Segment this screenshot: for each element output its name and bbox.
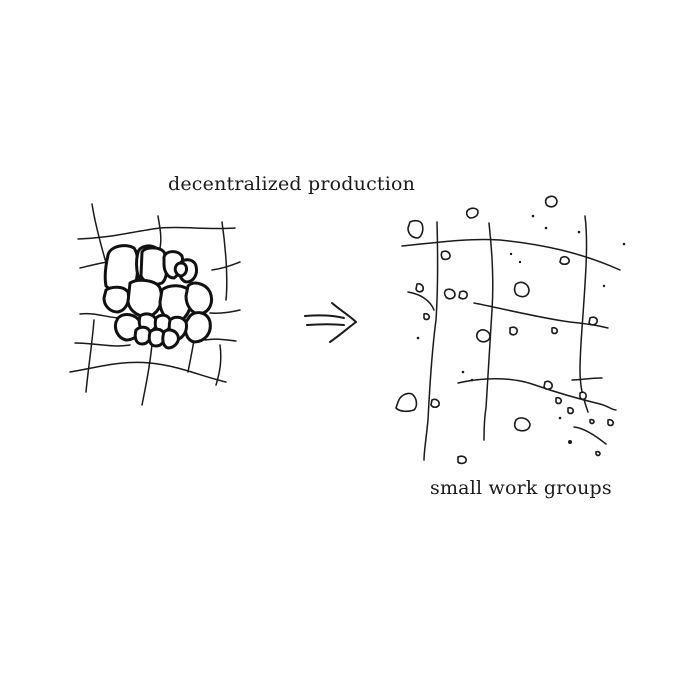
- work-group: [430, 398, 440, 409]
- work-group: [513, 417, 531, 432]
- work-group: [559, 255, 570, 266]
- left-grid-line: [187, 339, 195, 373]
- cluster-cell: [102, 285, 130, 314]
- work-group: [407, 219, 424, 239]
- work-group: [607, 418, 614, 427]
- right-grid-line: [457, 378, 617, 411]
- cluster-cell: [184, 281, 214, 316]
- cluster-cell: [161, 328, 180, 350]
- left-grid-line: [141, 343, 153, 406]
- work-group: [513, 281, 530, 298]
- right-grid-line: [573, 426, 607, 445]
- work-group-dot: [568, 440, 572, 444]
- small-work-groups-label: small work groups: [430, 477, 612, 499]
- work-group-dot: [509, 252, 513, 256]
- work-group: [509, 326, 518, 336]
- left-grid-line: [209, 309, 241, 314]
- work-group: [551, 326, 558, 335]
- left-grid-line: [204, 338, 237, 342]
- work-group: [465, 207, 479, 219]
- work-group-dot: [531, 214, 535, 218]
- work-group: [588, 316, 598, 326]
- work-group-dot: [470, 378, 474, 382]
- arrow-head: [329, 302, 357, 343]
- cluster-cell: [126, 278, 164, 318]
- work-group: [395, 392, 418, 413]
- arrow-shaft: [304, 314, 345, 319]
- left-grid-line: [211, 261, 241, 271]
- work-group-dot: [622, 242, 626, 246]
- work-group: [457, 455, 467, 465]
- arrow-shaft: [306, 323, 345, 326]
- work-group-dot: [416, 336, 420, 340]
- work-groups: [395, 195, 626, 465]
- left-network: [69, 203, 241, 406]
- work-group: [595, 450, 601, 457]
- left-grid-line: [157, 215, 162, 249]
- work-group-dot: [461, 370, 465, 374]
- cluster-cell: [183, 311, 212, 344]
- left-grid-line: [74, 342, 131, 347]
- right-grid-line: [483, 222, 494, 441]
- cluster-cell: [173, 261, 188, 278]
- transformation-arrow: [304, 302, 357, 343]
- right-grid-line: [473, 302, 609, 329]
- work-group: [543, 380, 553, 391]
- right-grid-line: [579, 215, 589, 413]
- work-group-dot: [602, 284, 606, 288]
- left-grid-line: [85, 319, 95, 393]
- work-group: [415, 283, 424, 293]
- left-grid-line: [77, 226, 236, 240]
- right-grid-line: [423, 221, 439, 461]
- work-group: [443, 288, 456, 300]
- work-group: [544, 195, 558, 208]
- work-group: [458, 290, 468, 300]
- work-group: [475, 329, 491, 343]
- left-grid-line: [79, 312, 121, 319]
- production-cluster: [102, 244, 214, 350]
- work-group: [579, 391, 587, 401]
- left-grid-line: [221, 221, 228, 301]
- right-grid-line: [571, 377, 603, 381]
- work-group-dot: [518, 260, 522, 264]
- work-group: [567, 406, 574, 415]
- work-group: [423, 312, 430, 321]
- right-network: [395, 195, 626, 465]
- right-grid-line: [407, 291, 435, 311]
- work-group: [589, 418, 595, 425]
- work-group-dot: [544, 226, 548, 230]
- decentralized-production-label: decentralized production: [168, 173, 416, 195]
- work-group: [555, 396, 562, 405]
- work-group-dot: [577, 230, 581, 234]
- left-grid-line: [215, 344, 222, 386]
- work-group: [440, 250, 451, 261]
- work-group-dot: [558, 416, 562, 420]
